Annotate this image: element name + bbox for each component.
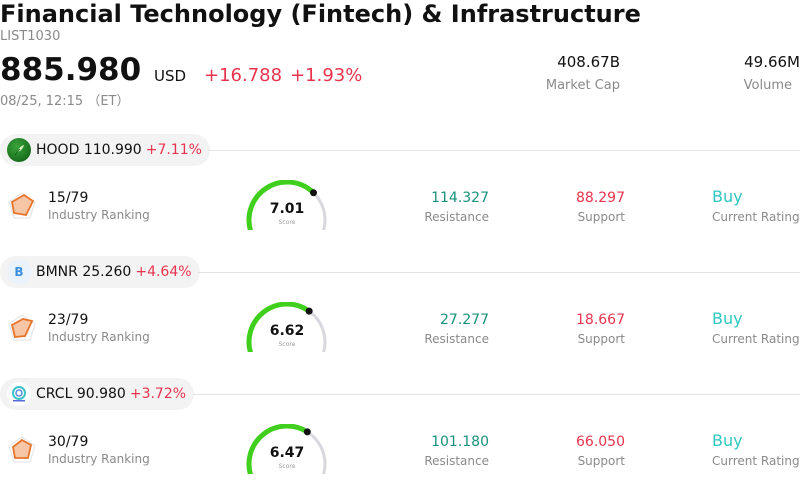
support-metric: 66.050 Support bbox=[576, 434, 625, 468]
volume-label: Volume bbox=[743, 78, 792, 93]
stock-section-crcl: CRCL 90.980 +3.72% 30/79 Industry Ranking… bbox=[0, 378, 800, 488]
rating-label: Current Rating bbox=[712, 332, 800, 346]
index-price: 885.980 bbox=[0, 52, 142, 88]
score-gauge bbox=[246, 424, 327, 474]
score-label: Score bbox=[278, 341, 296, 348]
rating-value[interactable]: Buy bbox=[712, 187, 743, 206]
bmnr-b-icon: B bbox=[7, 260, 31, 284]
resistance-label: Resistance bbox=[424, 210, 489, 224]
stock-price: 110.990 bbox=[83, 142, 142, 158]
stock-symbol: HOOD bbox=[36, 142, 80, 158]
rating-label: Current Rating bbox=[712, 210, 800, 224]
stock-change-pct: +4.64% bbox=[135, 264, 192, 280]
stock-price: 90.980 bbox=[76, 386, 126, 402]
resistance-metric: 101.180 Resistance bbox=[424, 434, 489, 468]
industry-ranking-label: Industry Ranking bbox=[48, 452, 150, 466]
change-absolute: +16.788 bbox=[204, 65, 283, 86]
support-label: Support bbox=[577, 332, 625, 346]
score-value: 7.01 bbox=[269, 201, 305, 217]
feather-icon bbox=[7, 138, 31, 162]
stock-symbol: BMNR bbox=[36, 264, 78, 280]
stock-change-pct: +3.72% bbox=[129, 386, 187, 402]
resistance-metric: 114.327 Resistance bbox=[424, 190, 489, 224]
stock-section-hood: HOOD 110.990 +7.11% 15/79 Industry Rankin… bbox=[0, 134, 800, 256]
support-label: Support bbox=[577, 210, 625, 224]
currency-label: USD bbox=[154, 67, 187, 85]
volume-value: 49.66M bbox=[744, 53, 800, 71]
market-cap-label: Market Cap bbox=[545, 78, 620, 93]
rating-value[interactable]: Buy bbox=[712, 309, 743, 328]
timestamp: 08/25, 12:15 （ET） bbox=[0, 94, 130, 109]
rating-value[interactable]: Buy bbox=[712, 431, 743, 450]
score-value: 6.62 bbox=[269, 323, 305, 339]
list-code: LIST1030 bbox=[0, 29, 61, 44]
market-cap-stat: 408.67B Market Cap bbox=[546, 53, 620, 93]
section-divider bbox=[193, 394, 800, 395]
score-value: 6.47 bbox=[269, 445, 305, 461]
support-value: 66.050 bbox=[576, 434, 625, 450]
stock-symbol: CRCL bbox=[36, 386, 73, 402]
stock-price: 25.260 bbox=[82, 264, 132, 280]
section-divider bbox=[198, 272, 800, 273]
rating-label: Current Rating bbox=[712, 454, 800, 468]
support-value: 18.667 bbox=[576, 312, 625, 328]
section-divider bbox=[208, 150, 800, 151]
rating-metric[interactable]: Buy Current Rating bbox=[712, 309, 800, 346]
price-change: +16.788 +1.93% bbox=[204, 65, 362, 86]
resistance-label: Resistance bbox=[424, 454, 489, 468]
score-gauge bbox=[246, 180, 327, 230]
industry-ranking-label: Industry Ranking bbox=[48, 330, 150, 344]
stock-pill-crcl[interactable]: CRCL 90.980 +3.72% bbox=[0, 378, 195, 410]
score-label: Score bbox=[278, 463, 296, 470]
market-cap-value: 408.67B bbox=[557, 53, 620, 71]
circle-logo-icon bbox=[7, 382, 31, 406]
stock-pill-hood[interactable]: HOOD 110.990 +7.11% bbox=[0, 134, 210, 166]
industry-ranking-value: 30/79 bbox=[48, 434, 89, 450]
score-gauge bbox=[246, 302, 327, 352]
rating-metric[interactable]: Buy Current Rating bbox=[712, 431, 800, 468]
support-metric: 88.297 Support bbox=[576, 190, 625, 224]
resistance-metric: 27.277 Resistance bbox=[424, 312, 489, 346]
industry-ranking-label: Industry Ranking bbox=[48, 208, 150, 222]
resistance-value: 114.327 bbox=[431, 190, 489, 206]
stock-change-pct: +7.11% bbox=[145, 142, 202, 158]
resistance-value: 27.277 bbox=[440, 312, 489, 328]
ranking-radar-icon bbox=[8, 192, 36, 219]
stock-section-bmnr: B BMNR 25.260 +4.64% 23/79 Industry Ranki… bbox=[0, 256, 800, 378]
change-percent: +1.93% bbox=[290, 65, 363, 86]
score-label: Score bbox=[278, 219, 296, 226]
page-title: Financial Technology (Fintech) & Infrast… bbox=[0, 0, 641, 28]
resistance-value: 101.180 bbox=[431, 434, 489, 450]
industry-ranking-value: 23/79 bbox=[48, 312, 89, 328]
rating-metric[interactable]: Buy Current Rating bbox=[712, 187, 800, 224]
resistance-label: Resistance bbox=[424, 332, 489, 346]
ranking-radar-icon bbox=[8, 314, 36, 341]
support-value: 88.297 bbox=[576, 190, 625, 206]
stock-pill-bmnr[interactable]: B BMNR 25.260 +4.64% bbox=[0, 256, 200, 288]
support-label: Support bbox=[577, 454, 625, 468]
volume-stat: 49.66M Volume bbox=[744, 53, 800, 93]
industry-ranking-value: 15/79 bbox=[48, 190, 89, 206]
ranking-radar-icon bbox=[8, 436, 36, 463]
support-metric: 18.667 Support bbox=[576, 312, 625, 346]
